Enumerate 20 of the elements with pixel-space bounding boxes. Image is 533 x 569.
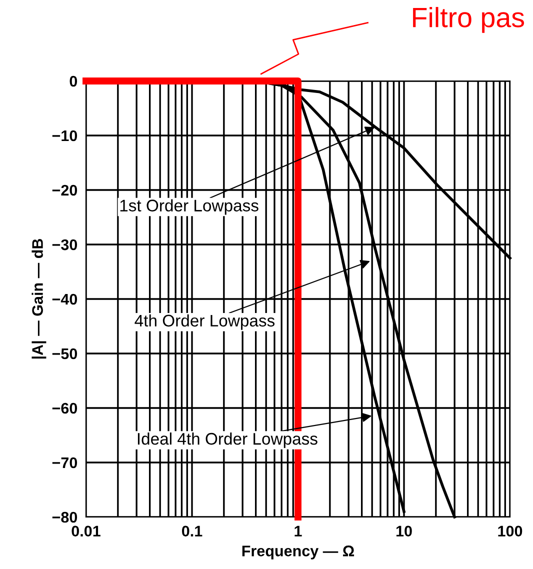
y-tick-label: −50 xyxy=(52,348,78,360)
y-tick-label: −70 xyxy=(52,457,78,468)
y-tick-label: −20 xyxy=(52,184,78,196)
text: Filtro pas xyxy=(413,6,524,33)
y-tick-label: 0 xyxy=(70,76,78,87)
y-tick-label: −60 xyxy=(52,402,78,414)
x-tick-label: 10 xyxy=(396,526,412,537)
x-tick-label: 100 xyxy=(498,526,522,537)
annotation: 4th Order Lowpass xyxy=(134,314,275,330)
y-axis-title: |A| — Gain — dB xyxy=(32,238,46,359)
y-tick-label: −40 xyxy=(52,294,78,305)
annotation: 1st Order Lowpass xyxy=(120,199,258,215)
y-tick-label: −10 xyxy=(52,130,78,142)
x-tick-label: 1 xyxy=(294,526,302,536)
x-axis-title: Frequency — Ω xyxy=(242,546,354,560)
y-tick-label: −80 xyxy=(52,512,78,523)
annotation: Ideal 4th Order Lowpass xyxy=(138,432,318,448)
x-tick-label: 0.01 xyxy=(72,526,100,537)
y-tick-label: −30 xyxy=(52,239,78,250)
x-tick-label: 0.1 xyxy=(182,526,202,537)
